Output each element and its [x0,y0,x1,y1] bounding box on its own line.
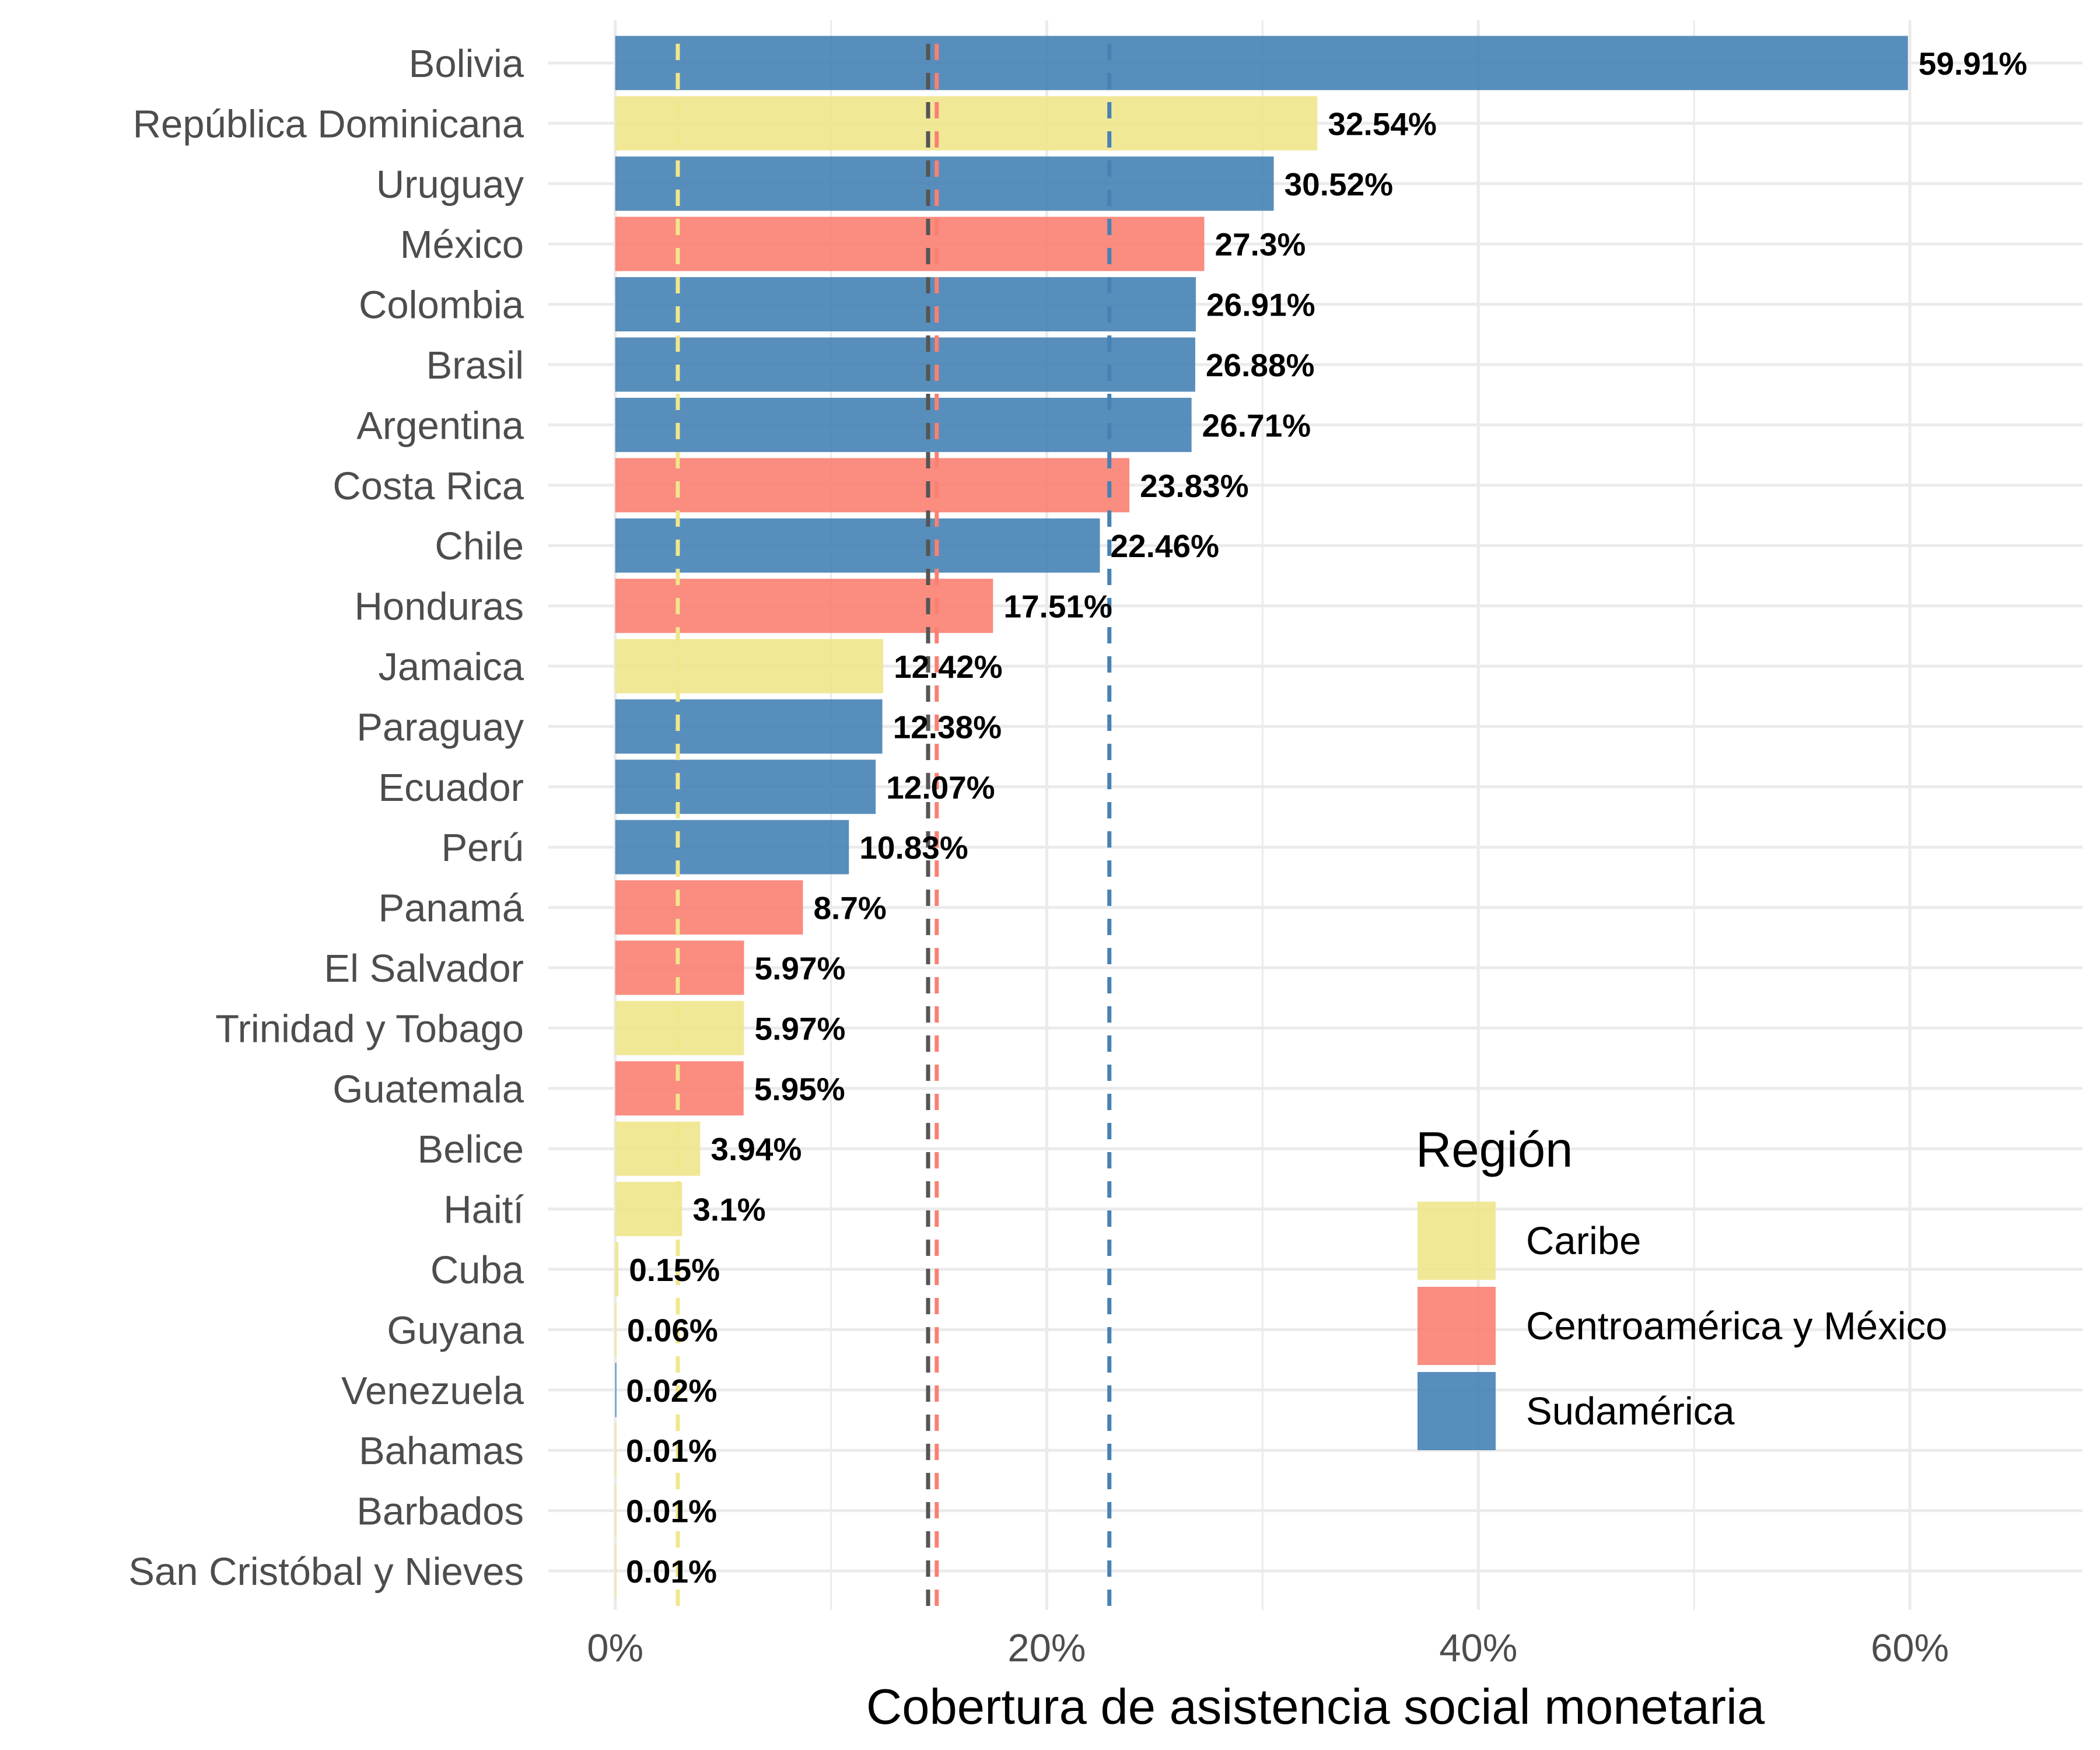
bar-value-label: 8.7% [813,890,886,926]
category-labels: Bolivia República Dominicana Uruguay México… [128,42,524,1594]
bar-value-label: 26.71% [1202,407,1311,443]
bar [615,1302,617,1357]
bar-value-label: 5.97% [755,950,846,986]
category-label: República Dominicana [133,102,524,146]
bar-value-labels: 59.91% 32.54% 30.52% 27.3% 26.91% 26.88% 26.71… [626,46,2027,1590]
category-label: Barbados [356,1490,524,1534]
bar-value-label: 3.94% [710,1131,802,1167]
bar-value-label: 26.88% [1206,347,1315,383]
category-label: Ecuador [378,766,524,810]
category-label: Panamá [378,887,524,930]
category-label: Colombia [359,284,524,327]
bar [615,1121,701,1176]
bar-value-label: 0.01% [626,1493,717,1530]
bar [615,1363,617,1418]
category-label: Guatemala [332,1068,524,1111]
category-label: Honduras [354,585,524,629]
category-label: Uruguay [376,163,524,206]
category-label: El Salvador [324,947,524,991]
category-label: Brasil [426,344,524,387]
bar-layer [615,36,1908,1598]
bar-value-label: 3.1% [692,1192,765,1228]
category-label: Chile [435,524,524,568]
bar-value-label: 59.91% [1919,46,2028,82]
bar [615,880,803,935]
bar-value-label: 5.95% [754,1071,845,1107]
bar [615,1182,682,1237]
bar [615,760,876,814]
bar-value-label: 0.02% [626,1373,717,1409]
legend-key [1418,1287,1496,1365]
category-label: México [400,223,524,267]
bar-value-label: 0.01% [626,1433,717,1469]
bar-value-label: 17.51% [1003,589,1112,625]
category-label: Costa Rica [332,464,524,508]
x-tick-label: 0% [587,1626,643,1670]
bar [615,397,1192,452]
bar-value-label: 12.07% [886,769,995,806]
bar-value-label: 30.52% [1284,166,1394,202]
legend: Región Caribe Centroamérica y México Sudam… [1416,1122,1947,1450]
bar [615,36,1908,90]
category-label: San Cristóbal y Nieves [128,1550,524,1594]
legend-key [1418,1202,1496,1280]
category-label: Trinidad y Tobago [215,1007,524,1051]
category-label: Venezuela [341,1369,524,1413]
bar-value-label: 22.46% [1110,528,1219,564]
bar [615,1423,617,1478]
x-axis-title: Cobertura de asistencia social monetaria [866,1679,1765,1735]
bar-value-label: 23.83% [1140,468,1249,504]
category-label: Cuba [430,1248,524,1292]
category-label: Bolivia [409,42,524,86]
bar [615,337,1195,392]
category-label: Jamaica [379,645,524,689]
category-label: Guyana [387,1308,524,1352]
bar [615,518,1100,573]
legend-key [1418,1372,1496,1450]
bar-value-label: 10.83% [859,830,968,866]
bar [615,699,883,754]
bar-value-label: 5.97% [755,1010,846,1046]
legend-label: Sudamérica [1526,1390,1735,1433]
bar-value-label: 0.06% [627,1312,718,1348]
bar-value-label: 32.54% [1328,106,1437,142]
bar-value-label: 27.3% [1215,226,1306,262]
bar [615,820,849,874]
bar-value-label: 26.91% [1206,287,1315,323]
bar [615,639,884,694]
bar [615,1483,617,1538]
bar-value-label: 0.15% [629,1252,720,1288]
legend-label: Caribe [1526,1219,1641,1263]
legend-title: Región [1416,1122,1573,1178]
bar [615,277,1196,332]
legend-label: Centroamérica y México [1526,1304,1947,1348]
bar [615,216,1205,271]
bar-value-label: 0.01% [626,1553,717,1590]
x-tick-label: 20% [1007,1626,1086,1670]
x-tick-labels: 0% 20% 40% 60% [587,1626,1949,1670]
bar [615,1242,619,1297]
x-tick-label: 60% [1871,1626,1949,1670]
category-label: Belice [418,1128,524,1171]
legend-items: Caribe Centroamérica y México Sudamérica [1418,1202,1947,1450]
category-label: Bahamas [359,1429,524,1473]
bar [615,96,1318,150]
category-label: Argentina [356,404,524,447]
bar-value-label: 12.42% [894,649,1003,685]
x-tick-label: 40% [1439,1626,1517,1670]
bar-value-label: 12.38% [893,709,1002,745]
bar [615,1544,617,1598]
bar [615,156,1274,211]
bar [615,458,1130,513]
category-label: Perú [441,826,524,870]
category-label: Haití [443,1188,524,1232]
category-label: Paraguay [356,705,524,749]
